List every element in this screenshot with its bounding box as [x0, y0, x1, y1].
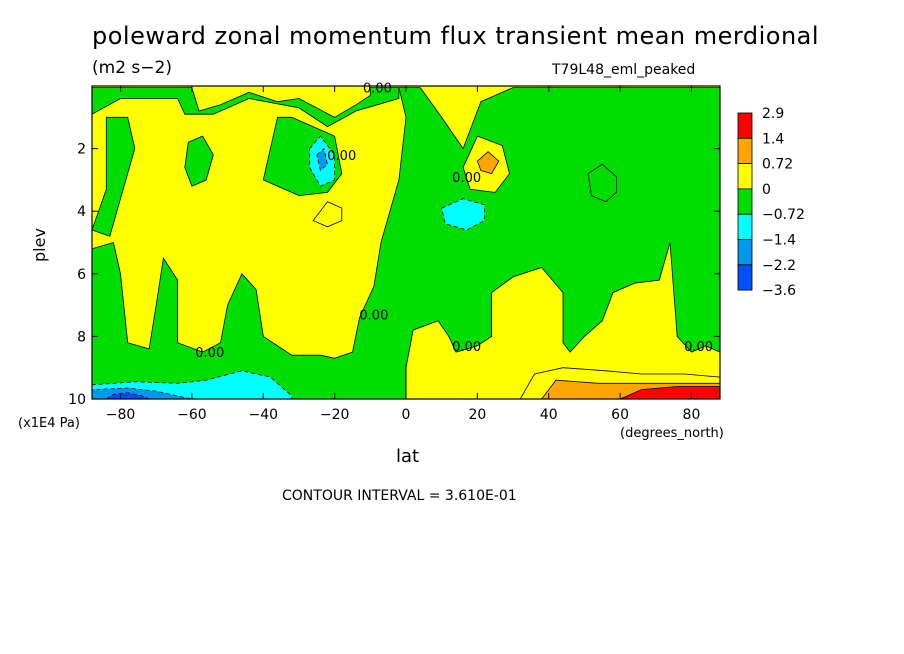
contour-label-1: 0.00 [327, 149, 356, 164]
contour-interval: CONTOUR INTERVAL = 3.610E-01 [282, 488, 517, 504]
chart-title: poleward zonal momentum flux transient m… [92, 22, 820, 50]
colorbar-label-0: 2.9 [762, 106, 784, 122]
contour-region-5 [587, 163, 617, 203]
colorbar-label-2: 0.72 [762, 157, 793, 173]
colorbar-label-5: −1.4 [762, 233, 796, 249]
contour-label-6: 0.00 [684, 340, 713, 355]
colorbar-label-6: −2.2 [762, 258, 796, 274]
x-tick-label-4: 0 [402, 407, 411, 423]
colorbar-swatch-4 [737, 213, 753, 240]
x-tick-label-3: −20 [320, 407, 350, 423]
x-tick-label-5: 20 [468, 407, 486, 423]
x-tick-label-8: 80 [683, 407, 701, 423]
contour-region-2 [91, 87, 400, 128]
y-tick-label-0: 2 [77, 142, 86, 158]
x-axis-label: lat [396, 446, 420, 467]
x-tick-label-6: 40 [540, 407, 558, 423]
colorbar-label-7: −3.6 [762, 283, 796, 299]
colorbar-swatch-0 [737, 112, 753, 139]
contour-region-0 [91, 87, 721, 400]
contour-label-2: 0.00 [452, 171, 481, 186]
colorbar-swatch-3 [737, 188, 753, 215]
contour-label-0: 0.00 [363, 82, 392, 97]
contour-label-4: 0.00 [195, 346, 224, 361]
contour-region-10 [316, 147, 328, 172]
x-tick-label-1: −60 [177, 407, 207, 423]
y-tick-label-4: 10 [68, 392, 86, 408]
y-tick-label-2: 6 [77, 267, 86, 283]
x-tick-label-7: 60 [611, 407, 629, 423]
x-tick-label-2: −40 [248, 407, 278, 423]
contour-region-1 [91, 116, 136, 237]
contour-region-8 [476, 151, 500, 175]
y-tick-label-3: 8 [77, 329, 86, 345]
colorbar-label-1: 1.4 [762, 131, 784, 147]
y-axis-units: (x1E4 Pa) [18, 416, 80, 431]
colorbar-label-4: −0.72 [762, 207, 805, 223]
contour-label-5: 0.00 [452, 340, 481, 355]
chart-units: (m2 s−2) [92, 58, 172, 78]
colorbar-swatch-2 [737, 163, 753, 190]
contour-label-3: 0.00 [359, 308, 388, 323]
contour-region-6 [312, 201, 343, 228]
x-axis-units: (degrees_north) [620, 426, 724, 441]
run-label: T79L48_eml_peaked [552, 62, 696, 78]
x-tick-label-0: −80 [106, 407, 136, 423]
y-tick-label-1: 4 [77, 204, 86, 220]
contour-region-11 [441, 198, 485, 231]
contour-region-3 [184, 135, 214, 187]
colorbar-label-3: 0 [762, 182, 771, 198]
colorbar-swatch-6 [737, 264, 753, 291]
colorbar-swatch-5 [737, 239, 753, 266]
colorbar-swatch-1 [737, 137, 753, 165]
